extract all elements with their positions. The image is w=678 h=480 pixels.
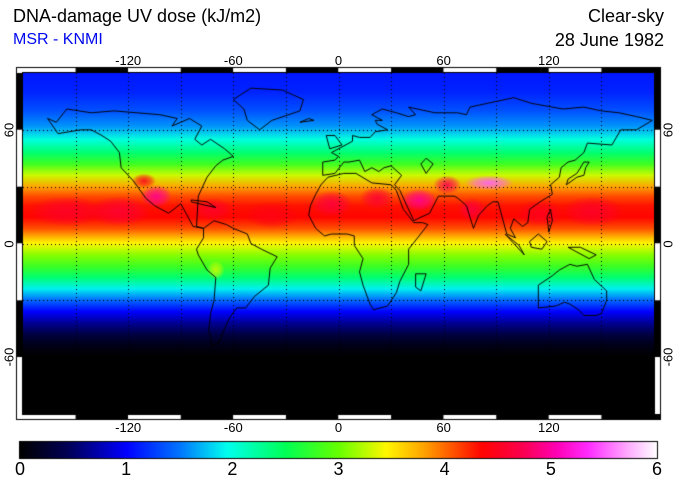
sky-condition-label: Clear-sky: [587, 6, 664, 26]
lat-tick-label: 0: [660, 239, 676, 248]
lon-tick-label: -60: [223, 420, 243, 435]
lon-tick-label: -120: [115, 420, 142, 435]
colorbar-tick-label: 3: [333, 459, 344, 479]
lat-tick-label: 60: [660, 122, 676, 138]
lat-tick-label: 0: [1, 239, 17, 248]
lat-tick-label: -60: [1, 347, 17, 367]
colorbar-tick-label: 1: [121, 459, 132, 479]
data-source-label: MSR - KNMI: [13, 31, 103, 48]
colorbar-tick-label: 2: [227, 459, 238, 479]
lon-tick-label: 120: [537, 53, 560, 68]
lon-tick-label: 60: [436, 53, 451, 68]
page-title: DNA-damage UV dose (kJ/m2): [13, 6, 262, 26]
lon-tick-label: 60: [436, 420, 451, 435]
lon-tick-label: -120: [115, 53, 142, 68]
lat-tick-label: 60: [1, 122, 17, 138]
colorbar-tick-label: 0: [14, 459, 26, 479]
colorbar-tick-label: 4: [439, 459, 450, 479]
lon-tick-label: 0: [334, 53, 343, 68]
colorbar-tick-label: 5: [545, 459, 556, 479]
date-label: 28 June 1982: [554, 30, 664, 50]
colorbar-tick-label: 6: [651, 459, 663, 479]
lat-tick-label: -60: [660, 347, 676, 367]
lon-tick-label: 120: [537, 420, 560, 435]
lon-tick-label: 0: [334, 420, 343, 435]
lon-tick-label: -60: [223, 53, 243, 68]
